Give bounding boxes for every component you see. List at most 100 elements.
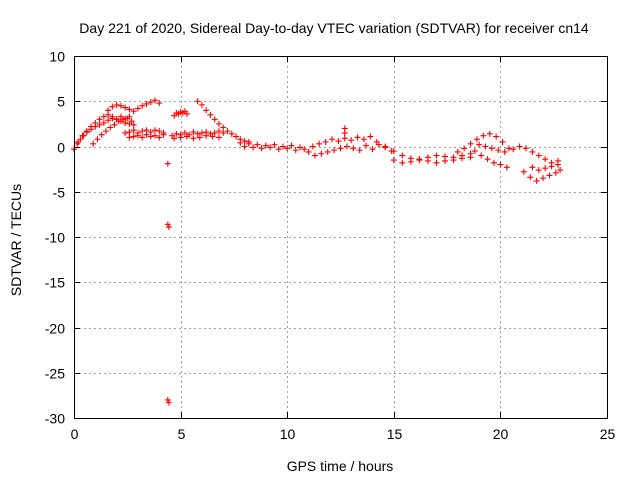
data-point — [122, 104, 129, 111]
data-point — [399, 152, 406, 159]
axis-ticks: 0 5 10 15 20 25 10 5 0 -5 -10 -15 -20 -25 -30 — [45, 49, 616, 443]
data-point — [535, 152, 542, 159]
data-point — [96, 116, 103, 123]
series-21 — [471, 148, 510, 171]
y-tick-label: -30 — [45, 411, 65, 427]
data-point — [407, 158, 414, 165]
data-point — [557, 167, 564, 174]
data-point — [152, 97, 159, 104]
data-point — [126, 134, 133, 141]
x-axis-label: GPS time / hours — [287, 458, 394, 474]
data-point — [335, 138, 342, 145]
data-point — [156, 134, 163, 141]
y-tick-label: -10 — [45, 230, 65, 246]
data-point — [183, 110, 190, 117]
data-point — [156, 100, 163, 107]
data-point — [471, 148, 478, 155]
x-tick-label: 5 — [178, 426, 186, 442]
data-point — [296, 144, 303, 151]
data-point — [134, 105, 141, 112]
data-point — [126, 129, 133, 136]
data-point — [546, 172, 553, 179]
data-point — [292, 147, 299, 154]
data-point — [88, 123, 95, 130]
series-17 — [341, 125, 348, 136]
data-point — [241, 138, 248, 145]
y-tick-label: 5 — [57, 94, 65, 110]
data-point — [516, 143, 523, 150]
data-point — [160, 131, 167, 138]
data-point — [83, 128, 90, 135]
data-point — [128, 118, 135, 125]
data-point — [203, 132, 210, 139]
data-point — [220, 129, 227, 136]
data-point — [124, 115, 131, 122]
data-point — [416, 157, 423, 164]
data-point — [450, 157, 457, 164]
data-point — [348, 137, 355, 144]
data-point — [164, 221, 171, 228]
data-point — [147, 99, 154, 106]
data-point — [305, 148, 312, 155]
data-point — [461, 145, 468, 152]
data-point — [120, 116, 127, 123]
data-point — [467, 154, 474, 161]
data-point — [484, 156, 491, 163]
data-point — [311, 152, 318, 159]
data-point — [510, 146, 517, 153]
data-point — [90, 140, 97, 147]
data-point — [181, 129, 188, 136]
data-point — [343, 143, 350, 150]
data-point — [529, 148, 536, 155]
series-22 — [476, 141, 508, 155]
data-point — [503, 164, 510, 171]
series-4 — [105, 97, 163, 115]
data-point — [105, 117, 112, 124]
data-point — [152, 132, 159, 139]
data-point — [350, 145, 357, 152]
series-25 — [529, 161, 561, 174]
data-point — [535, 167, 542, 174]
y-tick-label: -5 — [53, 185, 66, 201]
series-23 — [510, 143, 561, 166]
data-point — [224, 128, 231, 135]
data-point — [542, 165, 549, 172]
data-point — [139, 102, 146, 109]
data-point — [117, 102, 124, 109]
data-point — [107, 124, 114, 131]
series-8 — [171, 108, 190, 119]
data-point — [501, 148, 508, 155]
data-point — [194, 98, 201, 105]
data-point — [237, 139, 244, 146]
data-point — [433, 159, 440, 166]
data-point — [156, 128, 163, 135]
data-point — [115, 118, 122, 125]
series-13 — [241, 143, 308, 154]
data-point — [480, 132, 487, 139]
data-point — [491, 159, 498, 166]
x-tick-label: 15 — [387, 426, 403, 442]
data-point — [369, 146, 376, 153]
data-point — [211, 129, 218, 136]
series-3 — [90, 115, 135, 147]
data-point — [275, 146, 282, 153]
y-tick-label: 10 — [49, 49, 65, 65]
data-point — [203, 107, 210, 114]
data-point — [390, 148, 397, 155]
data-point — [271, 141, 278, 148]
series-7 — [164, 160, 172, 406]
series-20 — [454, 130, 512, 155]
data-point — [467, 140, 474, 147]
data-point — [331, 147, 338, 154]
data-point — [505, 145, 512, 152]
data-point — [356, 147, 363, 154]
data-point — [373, 138, 380, 145]
data-point — [382, 143, 389, 150]
x-tick-label: 25 — [600, 426, 616, 442]
data-point — [493, 133, 500, 140]
series-19 — [390, 154, 474, 166]
data-point — [139, 128, 146, 135]
data-point — [529, 164, 536, 171]
data-point — [96, 121, 103, 128]
data-point — [130, 121, 137, 128]
